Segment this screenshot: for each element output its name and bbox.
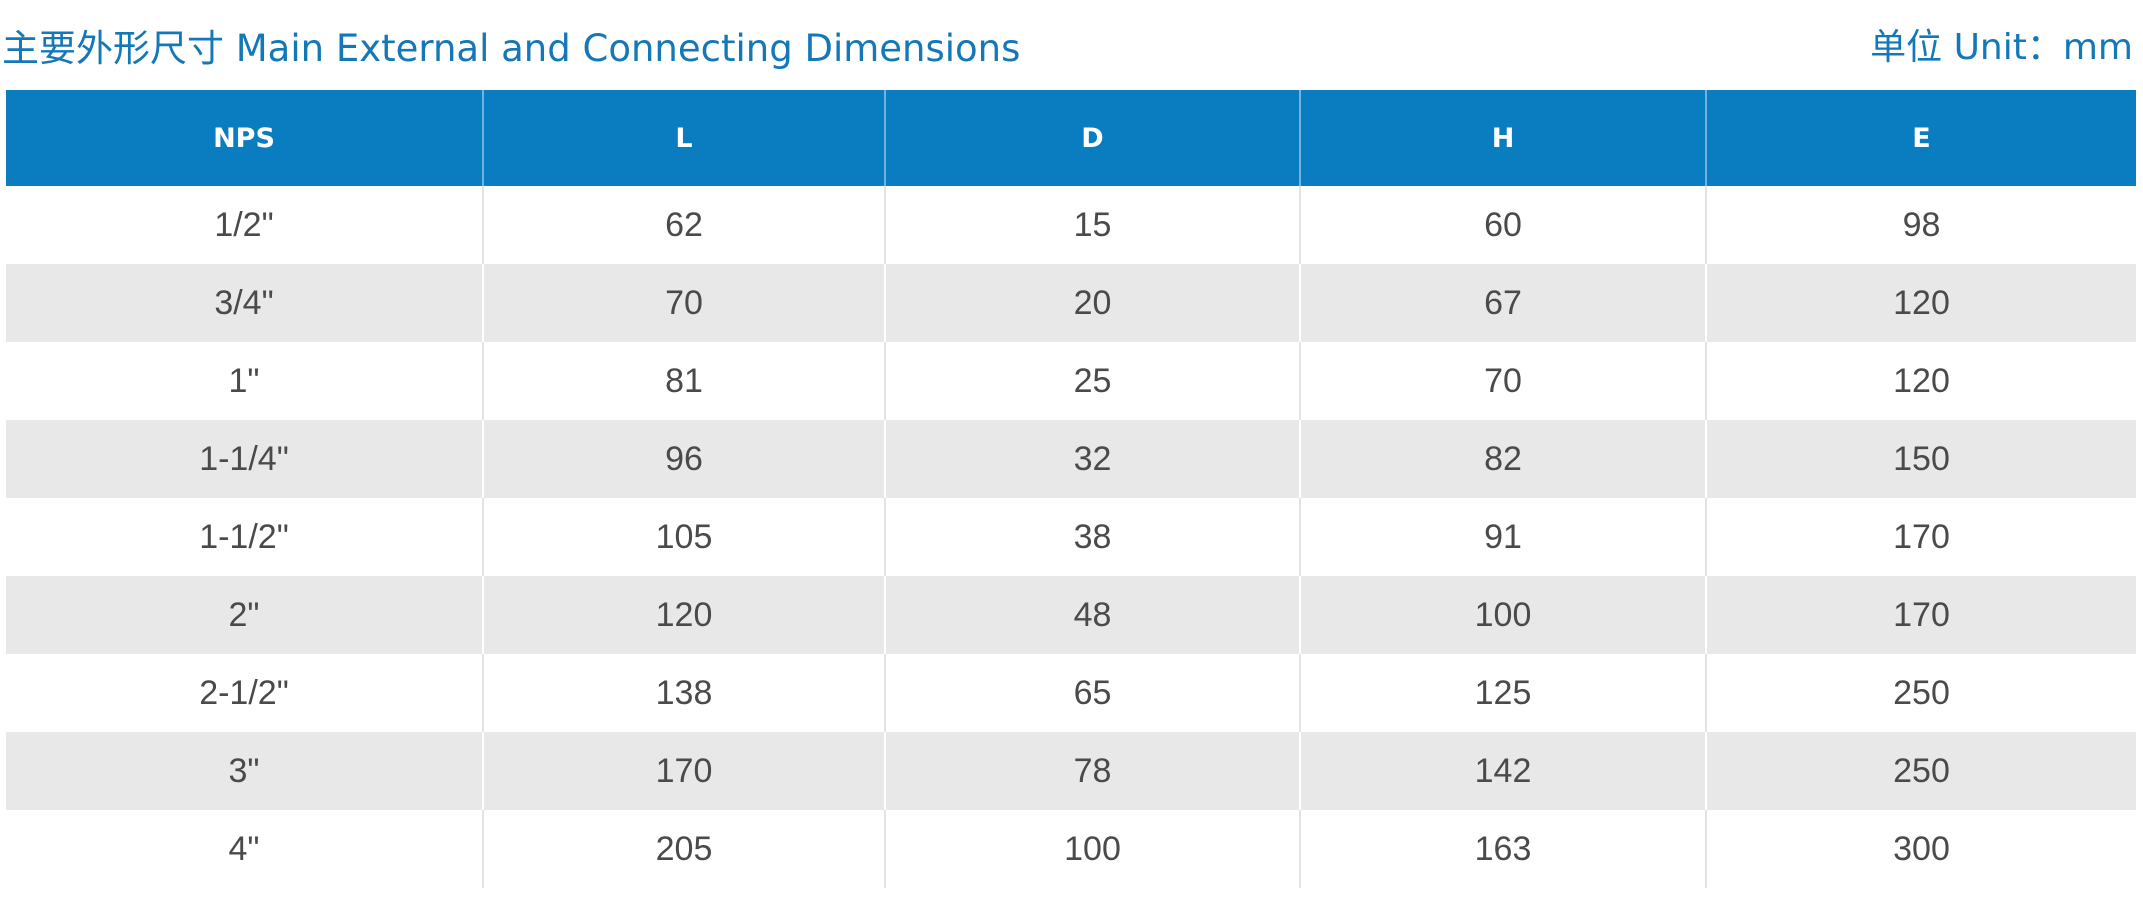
column-header-d: D [885, 90, 1301, 186]
cell-h: 70 [1300, 342, 1707, 420]
cell-h: 100 [1300, 576, 1707, 654]
cell-l: 81 [483, 342, 886, 420]
cell-nps: 3" [6, 732, 484, 810]
cell-e: 250 [1706, 732, 2136, 810]
cell-d: 65 [885, 654, 1301, 732]
cell-nps: 1-1/2" [6, 498, 484, 576]
column-header-l: L [483, 90, 886, 186]
cell-h: 82 [1300, 420, 1707, 498]
table-row: 3/4" 70 20 67 120 [6, 264, 2136, 342]
cell-d: 25 [885, 342, 1301, 420]
table-row: 4" 205 100 163 300 [6, 810, 2136, 888]
cell-d: 38 [885, 498, 1301, 576]
table-row: 1-1/4" 96 32 82 150 [6, 420, 2136, 498]
cell-e: 250 [1706, 654, 2136, 732]
cell-l: 138 [483, 654, 886, 732]
table-body: 1/2" 62 15 60 98 3/4" 70 20 67 120 1" 81… [6, 186, 2136, 888]
cell-e: 300 [1706, 810, 2136, 888]
cell-d: 20 [885, 264, 1301, 342]
column-header-e: E [1706, 90, 2136, 186]
table-row: 3" 170 78 142 250 [6, 732, 2136, 810]
dimensions-table-container: NPS L D H E 1/2" 62 15 60 98 3/4" 70 20 … [6, 90, 2136, 888]
cell-d: 15 [885, 186, 1301, 264]
cell-l: 205 [483, 810, 886, 888]
cell-d: 32 [885, 420, 1301, 498]
cell-e: 170 [1706, 576, 2136, 654]
cell-l: 105 [483, 498, 886, 576]
cell-d: 100 [885, 810, 1301, 888]
cell-h: 142 [1300, 732, 1707, 810]
cell-e: 120 [1706, 264, 2136, 342]
cell-h: 91 [1300, 498, 1707, 576]
cell-h: 60 [1300, 186, 1707, 264]
cell-nps: 1/2" [6, 186, 484, 264]
cell-nps: 1-1/4" [6, 420, 484, 498]
table-row: 1/2" 62 15 60 98 [6, 186, 2136, 264]
table-row: 2" 120 48 100 170 [6, 576, 2136, 654]
cell-h: 67 [1300, 264, 1707, 342]
cell-e: 98 [1706, 186, 2136, 264]
cell-nps: 4" [6, 810, 484, 888]
column-header-h: H [1300, 90, 1707, 186]
cell-nps: 3/4" [6, 264, 484, 342]
table-row: 2-1/2" 138 65 125 250 [6, 654, 2136, 732]
title-bar: 主要外形尺寸 Main External and Connecting Dime… [0, 12, 2143, 72]
table-row: 1" 81 25 70 120 [6, 342, 2136, 420]
table-header: NPS L D H E [6, 90, 2136, 186]
header-row: NPS L D H E [6, 90, 2136, 186]
unit-label: 单位 Unit：mm [1870, 27, 2133, 68]
cell-d: 78 [885, 732, 1301, 810]
cell-l: 96 [483, 420, 886, 498]
cell-e: 150 [1706, 420, 2136, 498]
cell-h: 163 [1300, 810, 1707, 888]
dimensions-table: NPS L D H E 1/2" 62 15 60 98 3/4" 70 20 … [6, 90, 2136, 888]
cell-l: 170 [483, 732, 886, 810]
page-title: 主要外形尺寸 Main External and Connecting Dime… [2, 27, 1021, 70]
cell-l: 70 [483, 264, 886, 342]
column-header-nps: NPS [6, 90, 484, 186]
cell-nps: 2" [6, 576, 484, 654]
cell-h: 125 [1300, 654, 1707, 732]
cell-e: 170 [1706, 498, 2136, 576]
cell-e: 120 [1706, 342, 2136, 420]
cell-nps: 1" [6, 342, 484, 420]
cell-l: 62 [483, 186, 886, 264]
cell-l: 120 [483, 576, 886, 654]
table-row: 1-1/2" 105 38 91 170 [6, 498, 2136, 576]
cell-nps: 2-1/2" [6, 654, 484, 732]
cell-d: 48 [885, 576, 1301, 654]
